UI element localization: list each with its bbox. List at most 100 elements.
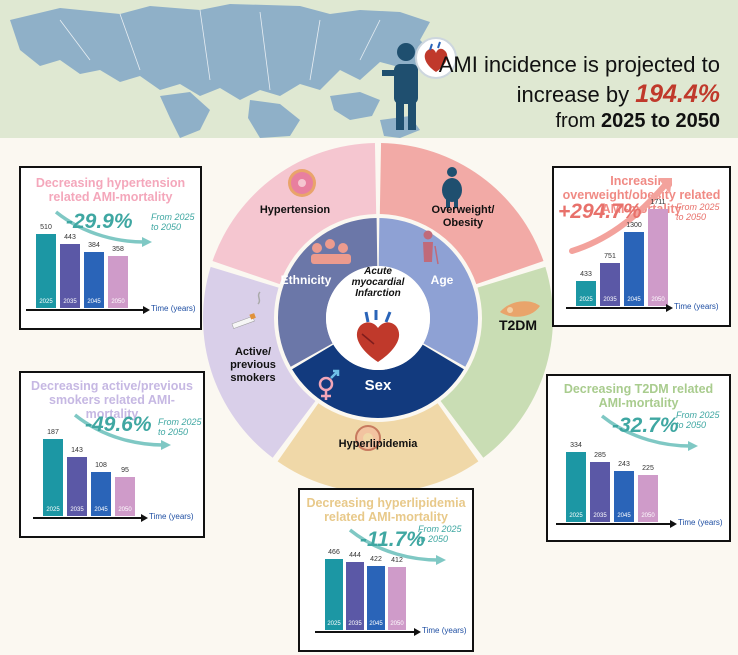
x-axis-label: Time (years) bbox=[151, 304, 196, 313]
donut-icon bbox=[288, 169, 316, 197]
bar-2035 bbox=[60, 243, 80, 308]
bar-value-label: 422 bbox=[370, 555, 382, 563]
inner-segment-1 bbox=[278, 218, 378, 367]
bar-year-label: 2035 bbox=[63, 299, 77, 305]
bar-2035 bbox=[346, 562, 364, 630]
elderly-icon bbox=[423, 230, 439, 265]
world-map-illustration bbox=[10, 4, 440, 138]
header-years: 2025 to 2050 bbox=[601, 110, 720, 132]
panel-obesity: Increasing overweight/obesity related AM… bbox=[552, 166, 731, 327]
center-label: Acute myocardial Infarction bbox=[352, 266, 405, 299]
bar-value-label: 1300 bbox=[626, 222, 642, 230]
bar-year-label: 2050 bbox=[118, 507, 132, 513]
inner-segment-3 bbox=[292, 344, 464, 419]
bar-value-label: 466 bbox=[328, 549, 340, 556]
bar-2035 bbox=[67, 457, 87, 516]
panel-title: Decreasing hyperlipidemia related AMI-mo… bbox=[306, 496, 466, 524]
bar-2025 bbox=[36, 234, 56, 308]
header-increase-value: 194.4% bbox=[635, 80, 720, 108]
bar-value-label: 751 bbox=[604, 253, 616, 261]
bar-value-label: 444 bbox=[349, 552, 361, 560]
period-note: From 2025 to 2050 bbox=[151, 212, 195, 232]
bar-year-label: 2025 bbox=[569, 513, 583, 519]
person-heart-icon bbox=[382, 37, 457, 130]
bar-year-label: 2035 bbox=[70, 507, 84, 513]
outer-segment-5 bbox=[202, 266, 316, 458]
bar-value-label: 1711 bbox=[650, 199, 666, 206]
artery-icon bbox=[355, 425, 381, 451]
header-line2-prefix: increase by bbox=[516, 82, 636, 107]
x-axis-line bbox=[26, 309, 145, 311]
bar-year-label: 2035 bbox=[593, 513, 607, 519]
bar-value-label: 143 bbox=[71, 447, 83, 455]
change-value: -32.7% bbox=[612, 414, 679, 437]
x-axis-label: Time (years) bbox=[149, 512, 194, 521]
bar-year-label: 2045 bbox=[369, 621, 383, 627]
trend-arrow bbox=[54, 210, 152, 247]
bar-year-label: 2050 bbox=[390, 621, 404, 627]
bar-value-label: 334 bbox=[570, 442, 582, 449]
bar-year-label: 2050 bbox=[651, 297, 665, 303]
bar-year-label: 2035 bbox=[348, 621, 362, 627]
bar-value-label: 433 bbox=[580, 271, 592, 279]
outer-segment-label-5: Active/previous smokers bbox=[230, 346, 276, 384]
outer-segment-4 bbox=[277, 403, 479, 494]
gender-icon bbox=[318, 369, 340, 400]
axis-arrow-head bbox=[414, 627, 421, 636]
bar-year-label: 2050 bbox=[641, 513, 655, 519]
pancreas-icon bbox=[500, 301, 540, 317]
bar-value-label: 243 bbox=[618, 461, 630, 469]
panel-title: Decreasing T2DM related AMI-mortality bbox=[563, 382, 714, 410]
bar-2025 bbox=[566, 452, 586, 522]
header-line1: AMI incidence is projected to bbox=[438, 52, 720, 77]
panel-title: Decreasing hypertension related AMI-mort… bbox=[35, 176, 186, 204]
bar-2050 bbox=[648, 209, 668, 306]
x-axis-line bbox=[33, 517, 143, 519]
bar-2025 bbox=[43, 439, 63, 516]
outer-segment-label-1: Hypertension bbox=[260, 204, 331, 216]
change-value: -49.6% bbox=[85, 413, 152, 436]
period-note: From 2025 to 2050 bbox=[418, 524, 462, 544]
panel-t2dm: Decreasing T2DM related AMI-mortality -32… bbox=[546, 374, 731, 542]
period-note: From 2025 to 2050 bbox=[676, 202, 720, 222]
bar-2035 bbox=[600, 263, 620, 306]
bar-2045 bbox=[624, 232, 644, 306]
inner-segment-label-1: Ethnicity bbox=[281, 273, 332, 287]
bar-2045 bbox=[614, 471, 634, 522]
bar-2050 bbox=[388, 567, 406, 630]
people-icon bbox=[311, 239, 351, 264]
bar-value-label: 108 bbox=[95, 461, 107, 469]
x-axis-line bbox=[566, 307, 668, 309]
bar-2050 bbox=[108, 256, 128, 308]
change-value: -29.9% bbox=[66, 210, 133, 233]
obese-person-icon bbox=[442, 167, 462, 208]
axis-arrow-head bbox=[670, 519, 677, 528]
bar-year-label: 2025 bbox=[579, 297, 593, 303]
change-value: +294.7% bbox=[558, 200, 642, 223]
x-axis-label: Time (years) bbox=[674, 302, 719, 311]
panel-smokers: Decreasing active/previous smokers relat… bbox=[19, 371, 205, 538]
bar-2045 bbox=[84, 252, 104, 308]
bar-value-label: 187 bbox=[47, 429, 59, 436]
bar-year-label: 2025 bbox=[327, 621, 341, 627]
outer-segment-label-2: Overweight/Obesity bbox=[432, 204, 495, 229]
bar-2025 bbox=[576, 281, 596, 306]
outer-segment-label-4: Hyperlipidemia bbox=[339, 438, 419, 450]
bar-2050 bbox=[115, 476, 135, 516]
header-line3: from 2025 to 2050 bbox=[555, 110, 720, 133]
bar-value-label: 225 bbox=[642, 464, 654, 472]
bar-year-label: 2045 bbox=[627, 297, 641, 303]
header-line3-prefix: from bbox=[555, 110, 602, 132]
inner-segment-label-2: Age bbox=[431, 273, 454, 287]
bar-value-label: 443 bbox=[64, 233, 76, 241]
panel-hypertension: Decreasing hypertension related AMI-mort… bbox=[19, 166, 202, 330]
wheel-center bbox=[326, 266, 430, 370]
bar-2045 bbox=[367, 565, 385, 630]
trend-arrow bbox=[600, 414, 698, 451]
bar-2025 bbox=[325, 559, 343, 630]
bar-year-label: 2045 bbox=[617, 513, 631, 519]
panel-title: Decreasing active/previous smokers relat… bbox=[31, 379, 193, 421]
trend-arrow bbox=[73, 413, 171, 450]
bar-year-label: 2025 bbox=[39, 299, 53, 305]
bar-2035 bbox=[590, 462, 610, 522]
